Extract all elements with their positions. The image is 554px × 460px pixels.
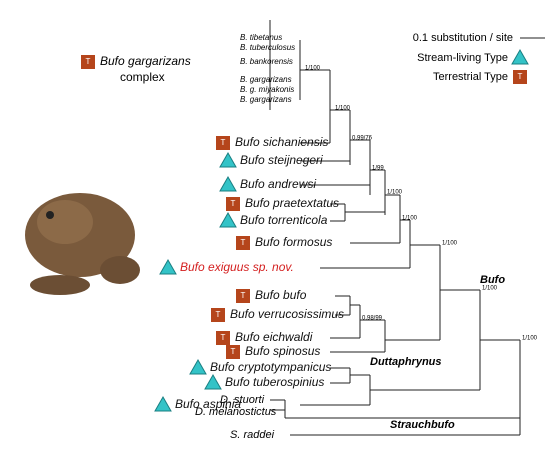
species-label: Bufo formosus: [255, 235, 332, 249]
species-label: Bufo bufo: [255, 288, 307, 302]
support-value: 0.98/99: [362, 316, 383, 322]
stream-icon: [219, 175, 237, 192]
terrestrial-icon: [81, 55, 95, 69]
clade-label: Bufo: [480, 274, 505, 286]
stream-icon: [154, 395, 172, 412]
icon-letter: T: [86, 57, 91, 66]
taxon-label: B. gargarizans: [240, 75, 292, 84]
stream-icon: [219, 151, 237, 168]
terrestrial-icon: [236, 289, 250, 303]
support-value: 1/99: [372, 166, 384, 172]
icon-letter: T: [231, 199, 236, 208]
terrestrial-icon: [211, 308, 225, 322]
species-label: Bufo praetextatus: [245, 196, 339, 210]
taxon-label: B. bankorensis: [240, 57, 293, 66]
outgroup-label: D. melanostictus: [195, 406, 277, 418]
support-value: 1/100: [335, 106, 351, 112]
icon-letter: T: [241, 291, 246, 300]
species-label: Bufo sichaniensis: [235, 135, 328, 149]
species-label: Bufo verrucosissimus: [230, 307, 344, 321]
taxon-label: B. gargarizans: [240, 95, 292, 104]
support-value: 1/100: [387, 190, 403, 196]
terrestrial-icon: [513, 70, 527, 84]
icon-letter: T: [221, 138, 226, 147]
terrestrial-icon: [216, 136, 230, 150]
legend-terrestrial: Terrestrial Type: [433, 71, 508, 83]
icon-letter: T: [241, 238, 246, 247]
legend-scale: 0.1 substitution / site: [413, 32, 513, 44]
species-label: Bufo aspinia: [175, 397, 241, 411]
stream-icon: [159, 258, 177, 275]
support-value: 1/100: [522, 336, 538, 342]
taxon-label: B. tuberculosus: [240, 43, 295, 52]
clade-label: Strauchbufo: [390, 419, 455, 431]
stream-icon: [189, 358, 207, 375]
support-value: 1/100: [442, 241, 458, 247]
taxon-label: B. g. miyakonis: [240, 85, 294, 94]
labels: 0.1 substitution / site Stream-living Typ…: [81, 32, 545, 441]
tree-lines: [270, 40, 521, 436]
stream-icon: [511, 48, 529, 65]
terrestrial-icon: [216, 331, 230, 345]
species-label: Bufo cryptotympanicus: [210, 360, 331, 374]
terrestrial-icon: [226, 197, 240, 211]
icon-letter: T: [231, 347, 236, 356]
terrestrial-icon: [226, 345, 240, 359]
icon-letter: T: [221, 333, 226, 342]
icon-letter: T: [518, 72, 523, 81]
support-value: 0.99/76: [352, 136, 373, 142]
species-label: Bufo spinosus: [245, 344, 320, 358]
icon-letter: T: [216, 310, 221, 319]
clade-label: Duttaphrynus: [370, 356, 442, 368]
complex-label: complex: [120, 70, 165, 84]
outgroup-label: D. stuorti: [220, 394, 265, 406]
species-label: Bufo andrewsi: [240, 177, 316, 191]
support-value: 1/100: [482, 286, 498, 292]
species-label: Bufo exiguus sp. nov.: [180, 260, 294, 274]
frog-photo: [25, 193, 140, 295]
species-label: Bufo torrenticola: [240, 213, 328, 227]
stream-icon: [219, 211, 237, 228]
species-label: Bufo steijnegeri: [240, 153, 323, 167]
species-label: Bufo tuberospinius: [225, 375, 324, 389]
support-value: 1/100: [402, 216, 418, 222]
outgroup-label: S. raddei: [230, 429, 275, 441]
terrestrial-icon: [236, 236, 250, 250]
complex-label: Bufo gargarizans: [100, 54, 191, 68]
stream-icon: [204, 373, 222, 390]
support-value: 1/100: [305, 66, 321, 72]
legend-stream: Stream-living Type: [417, 52, 508, 64]
taxon-label: B. tibetanus: [240, 33, 282, 42]
species-label: Bufo eichwaldi: [235, 330, 313, 344]
